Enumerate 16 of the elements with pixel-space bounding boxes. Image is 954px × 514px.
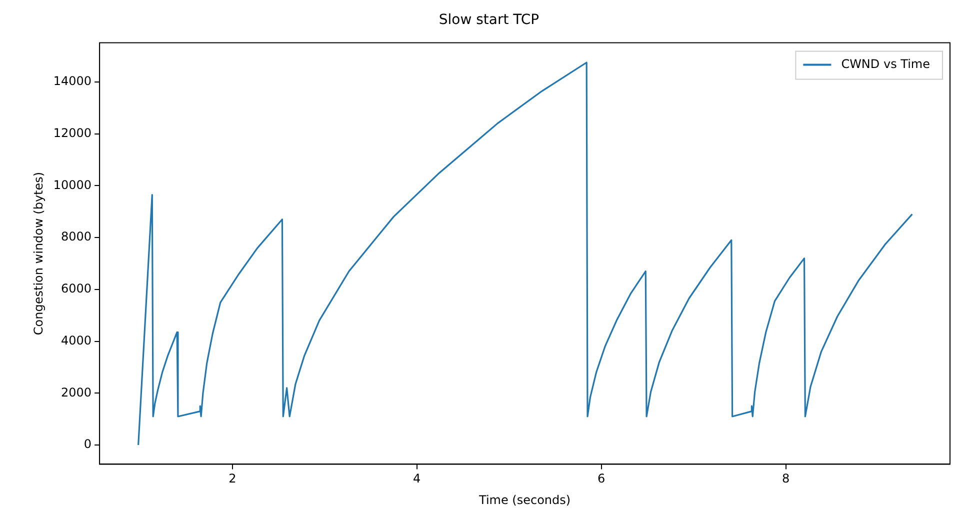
- legend-label: CWND vs Time: [841, 56, 930, 71]
- y-tick-label: 10000: [53, 178, 92, 192]
- x-tick-label: 2: [228, 472, 236, 486]
- y-axis-title: Congestion window (bytes): [31, 172, 46, 336]
- y-tick-label: 0: [84, 437, 92, 452]
- y-tick-label: 2000: [61, 385, 92, 400]
- y-tick-label: 6000: [61, 282, 92, 296]
- y-tick-label: 14000: [53, 74, 92, 88]
- y-tick-label: 4000: [61, 333, 92, 348]
- x-tick-label: 4: [413, 472, 421, 486]
- y-tick-label: 12000: [53, 126, 92, 140]
- x-tick-label: 6: [598, 472, 606, 486]
- x-axis-title: Time (seconds): [478, 492, 571, 507]
- x-tick-label: 8: [782, 472, 790, 486]
- chart-title: Slow start TCP: [438, 12, 540, 28]
- y-tick-label: 8000: [61, 230, 92, 244]
